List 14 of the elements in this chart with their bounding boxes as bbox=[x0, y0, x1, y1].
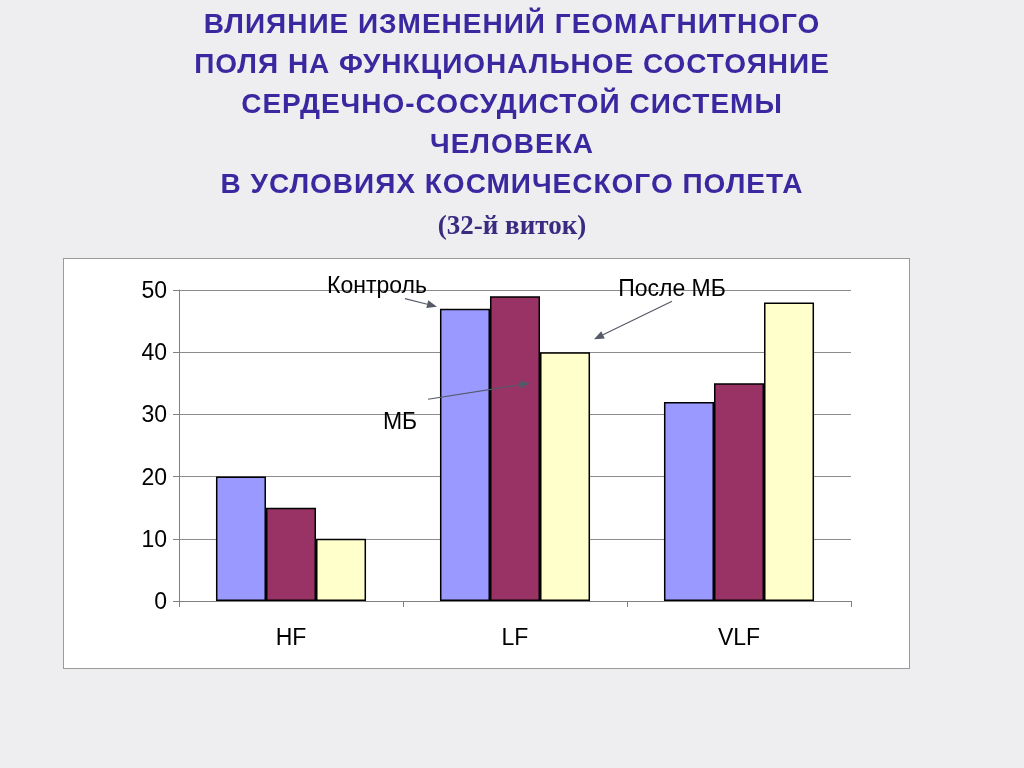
x-tick-label: VLF bbox=[717, 623, 761, 650]
series-label: После МБ bbox=[618, 275, 726, 302]
y-tick-label: 40 bbox=[141, 339, 167, 366]
text: МБ bbox=[382, 408, 418, 435]
y-tick-label: 0 bbox=[154, 588, 167, 614]
x-tick-label: HF bbox=[275, 623, 307, 650]
y-tick-label: 30 bbox=[141, 401, 167, 428]
y-tick-label: 10 bbox=[141, 525, 167, 552]
y-tick-label: 50 bbox=[141, 277, 167, 303]
chart-title: ВЛИЯНИЕ ИЗМЕНЕНИЙ ГЕОМАГНИТНОГО ПОЛЯ НА ФУНКЦИОНАЛЬНОЕ СОСТОЯНИЕ СЕРДЕЧНО-СОСУДИСТОЙ СИСТЕМЫ ЧЕЛОВЕКА В УСЛОВИЯХ КОСМИЧЕСКОГО ПОЛЕТА bbox=[193, 6, 831, 201]
chart-subtitle: (32-й виток) bbox=[436, 209, 588, 242]
y-tick-label: 20 bbox=[141, 463, 167, 490]
series-label: Контроль bbox=[327, 271, 427, 298]
x-tick-label: LF bbox=[501, 623, 529, 650]
